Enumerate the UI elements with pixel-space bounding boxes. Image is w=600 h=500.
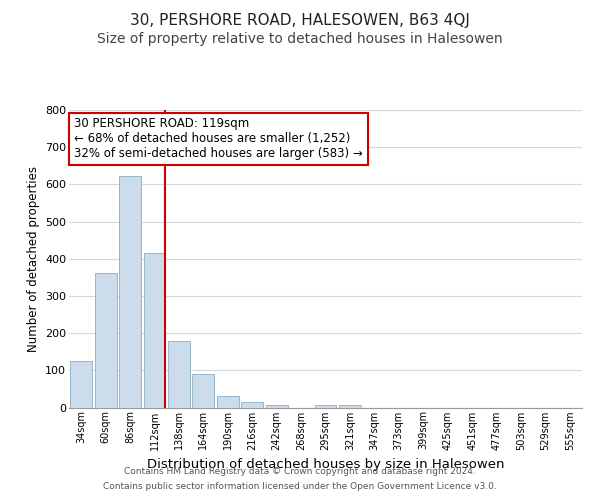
Text: 30 PERSHORE ROAD: 119sqm
← 68% of detached houses are smaller (1,252)
32% of sem: 30 PERSHORE ROAD: 119sqm ← 68% of detach… <box>74 118 363 160</box>
Bar <box>217 396 239 407</box>
Bar <box>119 176 141 408</box>
Text: Size of property relative to detached houses in Halesowen: Size of property relative to detached ho… <box>97 32 503 46</box>
Bar <box>95 272 116 407</box>
Bar <box>339 404 361 407</box>
Y-axis label: Number of detached properties: Number of detached properties <box>26 166 40 352</box>
Bar <box>168 342 190 407</box>
Bar <box>143 253 166 408</box>
Text: 30, PERSHORE ROAD, HALESOWEN, B63 4QJ: 30, PERSHORE ROAD, HALESOWEN, B63 4QJ <box>130 12 470 28</box>
Bar <box>70 361 92 408</box>
Text: Contains HM Land Registry data © Crown copyright and database right 2024.: Contains HM Land Registry data © Crown c… <box>124 467 476 476</box>
Bar <box>241 402 263 407</box>
Bar <box>193 374 214 408</box>
Bar <box>314 404 337 407</box>
X-axis label: Distribution of detached houses by size in Halesowen: Distribution of detached houses by size … <box>147 458 504 471</box>
Text: Contains public sector information licensed under the Open Government Licence v3: Contains public sector information licen… <box>103 482 497 491</box>
Bar <box>266 404 287 407</box>
